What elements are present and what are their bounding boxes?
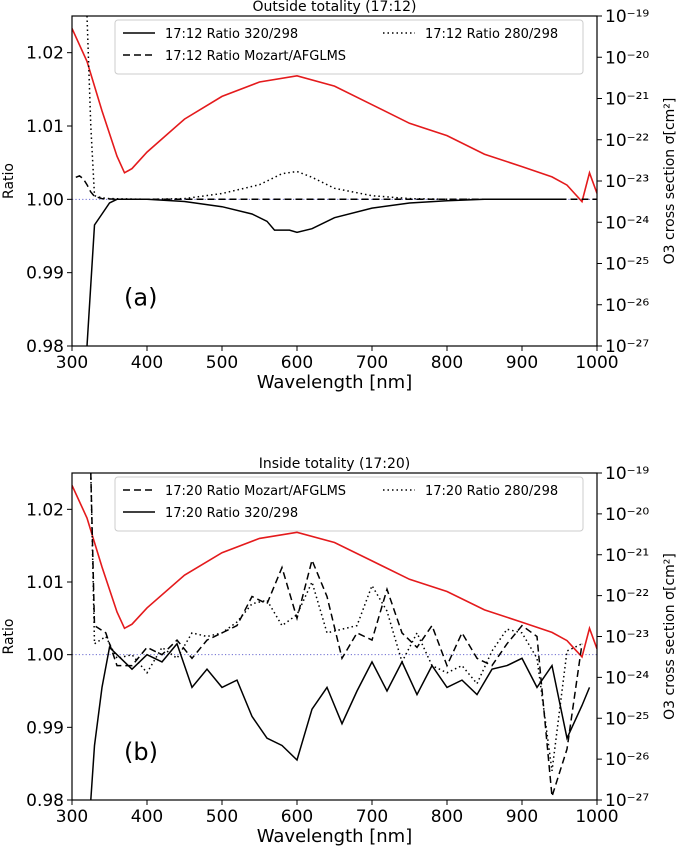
legend-entry: 17:12 Ratio 320/298 <box>165 27 298 42</box>
y2-tick-label: 10⁻²¹ <box>605 546 649 566</box>
y2-tick-label: 10⁻²⁰ <box>605 505 649 525</box>
series-line-solid <box>86 198 560 346</box>
y2-tick-label: 10⁻²² <box>605 587 649 607</box>
x-tick-label: 500 <box>206 353 238 373</box>
panel-label: (b) <box>124 738 158 766</box>
legend-box <box>114 476 584 532</box>
x-tick-label: 400 <box>131 807 163 827</box>
y2-tick-label: 10⁻²⁵ <box>605 255 649 275</box>
chart-panel-a: Outside totality (17:12) 300 400 500 600 700 8… <box>1 0 678 393</box>
series-line-dashed <box>75 175 597 201</box>
x-tick-label: 300 <box>56 807 88 827</box>
x-tick-label: 600 <box>281 807 313 827</box>
x-tick-label: 300 <box>56 353 88 373</box>
x-tick-label: 1000 <box>575 353 618 373</box>
y-tick-label: 1.01 <box>26 573 64 593</box>
x-tick-label: 1000 <box>575 807 618 827</box>
y2-tick-label: 10⁻²³ <box>605 172 649 192</box>
y2-axis-label: O3 cross section σ[cm²] <box>662 553 678 720</box>
x-tick-label: 800 <box>431 353 463 373</box>
y-tick-label: 1.00 <box>26 190 64 210</box>
y2-tick-label: 10⁻²³ <box>605 628 649 648</box>
series-line-solid <box>90 642 591 800</box>
y2-tick-label: 10⁻²⁷ <box>605 337 649 357</box>
y2-tick-label: 10⁻²⁴ <box>605 213 649 233</box>
legend-entry: 17:12 Ratio 280/298 <box>425 27 558 42</box>
y2-tick-label: 10⁻¹⁹ <box>605 464 649 484</box>
panel-label: (a) <box>124 284 157 312</box>
y2-tick-label: 10⁻²⁴ <box>605 668 649 688</box>
y-tick-label: 0.99 <box>26 264 64 284</box>
y2-tick-label: 10⁻²⁷ <box>605 791 649 811</box>
x-axis-label: Wavelength [nm] <box>257 826 413 847</box>
y-tick-label: 1.02 <box>26 44 64 64</box>
y2-tick-label: 10⁻²² <box>605 131 649 151</box>
o3-cross-section-line <box>72 28 597 204</box>
y-tick-label: 1.01 <box>26 117 64 137</box>
y-tick-label: 0.98 <box>26 337 64 357</box>
legend-box <box>114 19 584 75</box>
y-tick-label: 0.99 <box>26 718 64 738</box>
x-tick-label: 600 <box>281 353 313 373</box>
y2-tick-label: 10⁻²⁶ <box>605 750 649 770</box>
plot-area <box>72 16 597 346</box>
x-tick-label: 700 <box>356 807 388 827</box>
x-tick-label: 500 <box>206 807 238 827</box>
x-tick-label: 900 <box>506 353 538 373</box>
y2-tick-label: 10⁻²⁵ <box>605 709 649 729</box>
y2-tick-label: 10⁻²⁶ <box>605 296 649 316</box>
y-axis-label: Ratio <box>1 163 17 199</box>
y-tick-label: 0.98 <box>26 791 64 811</box>
x-tick-label: 700 <box>356 353 388 373</box>
chart-panel-b: Inside totality (17:20) 300 400 500 600 700 80… <box>1 456 678 847</box>
chart-title: Inside totality (17:20) <box>259 456 411 472</box>
x-tick-label: 800 <box>431 807 463 827</box>
x-tick-label: 400 <box>131 353 163 373</box>
x-axis-label: Wavelength [nm] <box>257 372 413 393</box>
chart-title: Outside totality (17:12) <box>253 0 417 15</box>
y-tick-label: 1.02 <box>26 500 64 520</box>
x-tick-label: 900 <box>506 807 538 827</box>
legend-entry: 17:20 Ratio 280/298 <box>425 484 558 499</box>
legend-entry: 17:20 Ratio Mozart/AFGLMS <box>165 484 346 499</box>
y2-axis-label: O3 cross section σ[cm²] <box>662 98 678 265</box>
o3-cross-section-line <box>72 484 597 659</box>
y-tick-label: 1.00 <box>26 646 64 666</box>
plot-area <box>72 473 597 800</box>
y2-tick-label: 10⁻²¹ <box>605 90 649 110</box>
y2-tick-label: 10⁻²⁰ <box>605 48 649 68</box>
y-axis-label: Ratio <box>1 619 17 655</box>
series-line-dashed <box>90 473 583 797</box>
legend-entry: 17:20 Ratio 320/298 <box>165 506 298 521</box>
y2-tick-label: 10⁻¹⁹ <box>605 7 649 27</box>
legend-entry: 17:12 Ratio Mozart/AFGLMS <box>165 49 346 64</box>
